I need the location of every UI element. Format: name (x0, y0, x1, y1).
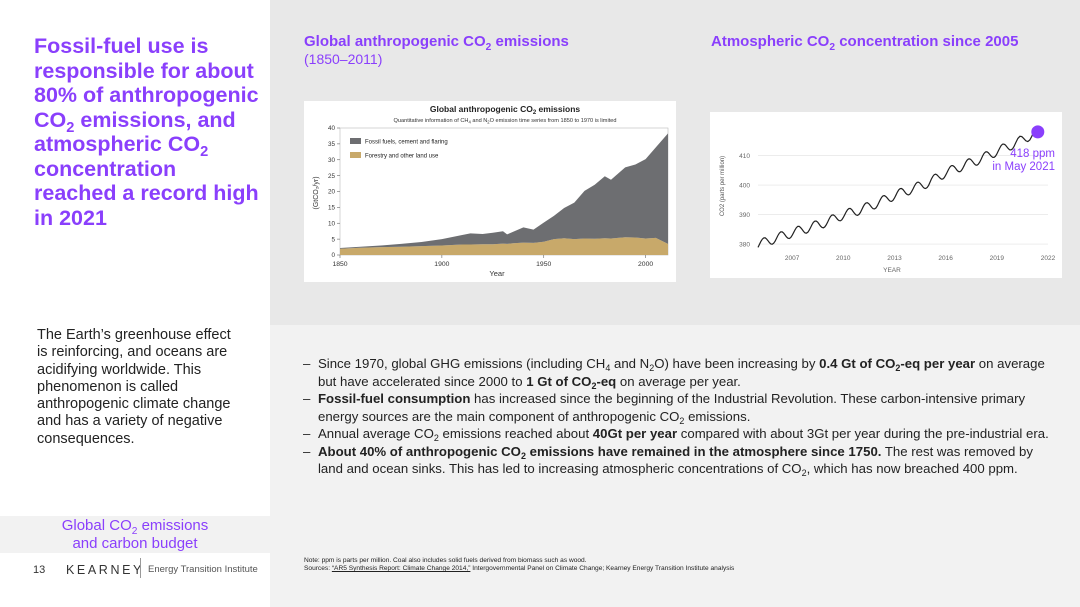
x-tick-label: 1850 (332, 261, 347, 268)
legend-label-fossil: Fossil fuels, cement and flaring (365, 140, 448, 146)
section-link-carbon-budget[interactable]: Global CO2 emissions and carbon budget (0, 516, 270, 553)
key-fact-text: has increased since the beginning of the… (318, 391, 1026, 424)
emissions-chart-svg: Global anthropogenic CO2 emissions Quant… (313, 104, 669, 278)
chart2-gridlines (758, 155, 1048, 245)
key-fact-text: emissions reached about (438, 426, 593, 441)
fossil-fuel-area (340, 133, 668, 249)
y-tick-label: 0 (331, 252, 335, 259)
x-tick-label: 2010 (836, 255, 851, 262)
key-fact-text: 2 (520, 450, 526, 461)
x-tick-label: 2007 (785, 255, 800, 262)
y-tick-label: 35 (328, 141, 336, 148)
key-fact-item: Annual average CO2 emissions reached abo… (303, 425, 1055, 443)
key-fact-text: 2 (433, 433, 439, 444)
record-annotation-ppm: 418 ppm (1010, 148, 1055, 160)
key-fact-text: -eq per year (900, 356, 976, 371)
y-tick-label: 400 (739, 182, 750, 189)
legend-label-forestry: Forestry and other land use (365, 154, 439, 160)
chart1-header-subtitle: (1850–2011) (304, 51, 383, 67)
key-fact-text: 2 (895, 363, 901, 374)
y-tick-label: 10 (328, 220, 336, 227)
x-tick-label: 1950 (536, 261, 551, 268)
chart1-header-title: Global anthropogenic CO2 emissions (304, 33, 569, 53)
chart1-subtitle: Quantitative information of CH4 and N2O … (394, 118, 617, 125)
x-tick-label: 2016 (938, 255, 953, 262)
y-tick-label: 30 (328, 157, 336, 164)
kearney-logo: KEARNEY (66, 563, 144, 577)
key-fact-item: About 40% of anthropogenic CO2 emissions… (303, 443, 1055, 478)
footnote-text: Note: ppm is parts per million. Coal als… (304, 557, 587, 564)
key-fact-text: 2 (649, 363, 655, 374)
chart2-x-label: YEAR (883, 267, 901, 274)
y-tick-label: 5 (331, 236, 335, 243)
intro-text: The Earth’s greenhouse effect is reinfor… (37, 327, 231, 447)
logo-divider (140, 558, 141, 578)
sources-link[interactable]: “AR5 Synthesis Report: Climate Change 20… (331, 565, 471, 573)
key-fact-text: 40Gt per year (592, 426, 678, 441)
key-fact-item: Fossil-fuel consumption has increased si… (303, 390, 1055, 425)
key-fact-text: The rest was removed by land and ocean s… (318, 443, 1033, 477)
key-facts-list: Since 1970, global GHG emissions (includ… (303, 355, 1055, 478)
chart1-title: Global anthropogenic CO2 emissions (430, 104, 581, 116)
key-fact-text: emissions. (684, 408, 751, 424)
emissions-chart: Global anthropogenic CO2 emissions Quant… (304, 101, 676, 282)
page-headline: Fossil-fuel use is responsible for about… (34, 34, 259, 230)
y-tick-label: 410 (739, 153, 750, 160)
chart2-header-title: Atmospheric CO2 concentration since 2005 (711, 33, 1019, 53)
key-fact-text: About 40% of anthropogenic CO (318, 443, 521, 459)
sources-prefix: Sources: (304, 565, 332, 573)
chart1-x-axis: 1850 1900 1950 2000 (332, 255, 653, 268)
forestry-area (340, 237, 668, 255)
chart2-x-axis: 2007 2010 2013 2016 2019 2022 (785, 255, 1056, 262)
key-fact-text: on average but have accelerated since 20… (318, 356, 1045, 389)
y-tick-label: 20 (328, 189, 336, 196)
record-high-marker (1031, 125, 1045, 139)
legend-swatch-fossil (350, 138, 361, 144)
x-tick-label: 2022 (1041, 255, 1056, 262)
chart2-y-axis: 380 390 400 410 (739, 153, 750, 249)
key-fact-text: 2 (591, 380, 597, 391)
institute-name: Energy Transition Institute (148, 564, 258, 575)
key-fact-text: 2 (801, 468, 807, 479)
y-tick-label: 15 (328, 205, 336, 212)
key-fact-text: 0.4 Gt of CO (819, 356, 896, 371)
page-number: 13 (33, 564, 46, 576)
key-fact-text: 1 Gt of CO (526, 373, 592, 389)
key-fact-text: 4 (605, 363, 611, 374)
record-annotation-date: in May 2021 (992, 161, 1055, 173)
key-fact-text: Annual average CO (318, 426, 434, 441)
chart1-x-label: Year (489, 269, 505, 278)
key-fact-item: Since 1970, global GHG emissions (includ… (303, 355, 1055, 390)
co2-concentration-chart: 380 390 400 410 2007 2010 2013 2016 2019 2022 CO… (710, 112, 1062, 278)
x-tick-label: 1900 (434, 261, 449, 268)
y-tick-label: 380 (739, 241, 750, 248)
chart1-y-label: (GtCO₂/yr) (313, 176, 320, 209)
key-fact-text: O) have been increasing by (654, 356, 820, 371)
key-fact-text: 2 (679, 415, 685, 426)
legend-swatch-forestry (350, 152, 361, 158)
chart2-y-label: CO2 (parts per million) (720, 156, 726, 216)
key-fact-text: Since 1970, global GHG emissions (includ… (318, 356, 606, 371)
x-tick-label: 2000 (638, 261, 653, 268)
x-tick-label: 2019 (990, 255, 1005, 262)
key-fact-text: on average per year. (616, 373, 741, 389)
key-fact-text: Fossil-fuel consumption (318, 391, 471, 406)
co2-concentration-line (757, 127, 1039, 248)
key-fact-text: emissions have remained in the atmospher… (525, 443, 882, 459)
x-tick-label: 2013 (887, 255, 902, 262)
y-tick-label: 40 (328, 125, 336, 132)
y-tick-label: 390 (739, 212, 750, 219)
key-fact-text: -eq (596, 373, 617, 389)
key-fact-text: and N (610, 356, 650, 371)
key-fact-text: compared with about 3Gt per year during … (677, 426, 1049, 441)
footnote: Note: ppm is parts per million. Coal als… (304, 557, 734, 574)
co2-concentration-chart-svg: 380 390 400 410 2007 2010 2013 2016 2019 2022 CO… (720, 125, 1056, 274)
y-tick-label: 25 (328, 173, 336, 180)
key-fact-text: , which has now breached 400 ppm. (806, 461, 1018, 476)
chart1-y-axis: 0 5 10 15 20 25 30 35 40 (328, 125, 340, 259)
sources-text: Intergovernmental Panel on Climate Chang… (470, 565, 735, 573)
